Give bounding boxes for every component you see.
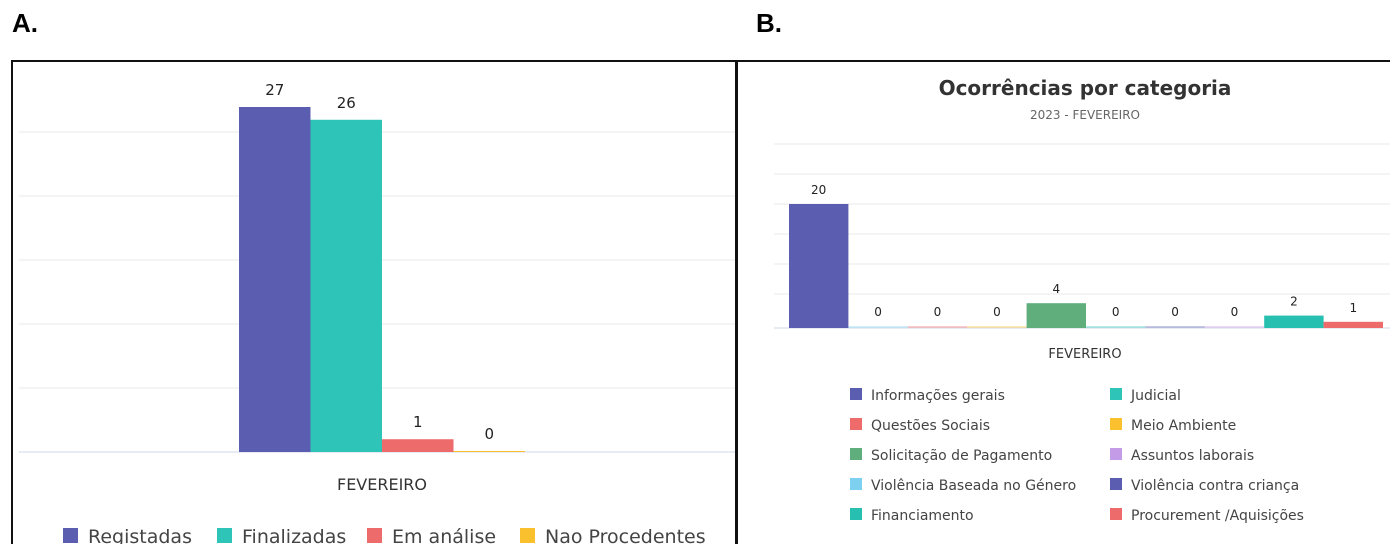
bar-b-4 [1026,303,1086,328]
legend-label-b-1: Judicial [1130,388,1181,404]
bar-registadas [239,107,311,452]
legend-swatch-a-1 [217,528,232,543]
legend-swatch-b-0 [850,388,862,400]
bar-b-5 [1086,326,1146,328]
legend-label-a-3: Nao Procedentes [545,526,706,544]
legend-swatch-b-1 [1110,388,1122,400]
chart-b-subtitle: 2023 - FEVEREIRO [1030,108,1140,122]
bar-b-7 [1204,326,1265,328]
legend-label-a-2: Em análise [392,526,496,544]
legend-swatch-b-9 [1110,508,1122,520]
bar-b-0 [789,204,849,328]
legend-label-b-6: Violência Baseada no Género [871,478,1076,494]
bar-b-6 [1145,326,1205,328]
legend-swatch-b-8 [850,508,862,520]
bar-b-8 [1264,315,1324,328]
bar-b-9 [1323,321,1383,328]
data-label-b-3: 0 [993,305,1001,319]
legend-swatch-b-2 [850,418,862,430]
legend-label-b-7: Violência contra criança [1131,478,1299,494]
legend-label-b-3: Meio Ambiente [1131,418,1236,434]
data-label-b-0: 20 [811,183,826,197]
category-label-a: FEVEREIRO [337,475,427,494]
legend-swatch-a-0 [63,528,78,543]
legend-swatch-b-6 [850,478,862,490]
bar-finalizadas [310,119,382,453]
legend-label-a-0: Registadas [88,526,192,544]
chart-a-frame: 27 26 1 0 FEVEREIRO Registadas Finalizadas Em a… [11,60,737,544]
bar-nao-procedentes [453,451,525,452]
bar-b-1 [848,326,908,328]
data-label-a-2: 1 [413,413,423,431]
legend-label-b-9: Procurement /Aquisições [1131,508,1304,524]
data-label-b-4: 4 [1052,282,1060,296]
data-label-b-1: 0 [874,305,882,319]
panel-b-label: B. [756,8,782,38]
data-label-b-2: 0 [934,305,942,319]
legend-label-b-5: Assuntos laborais [1131,448,1254,464]
data-label-b-5: 0 [1112,305,1120,319]
legend-swatch-a-2 [367,528,382,543]
bar-b-2 [907,326,968,328]
data-label-b-7: 0 [1231,305,1239,319]
legend-swatch-b-7 [1110,478,1122,490]
chart-b-frame: Ocorrências por categoria 2023 - FEVEREIR… [736,60,1390,544]
bar-b-3 [967,326,1027,328]
chart-b: Ocorrências por categoria 2023 - FEVEREIR… [774,76,1390,524]
data-label-a-0: 27 [265,81,284,99]
data-label-b-8: 2 [1290,295,1298,309]
data-label-a-3: 0 [484,425,494,443]
panel-a-label: A. [12,8,38,38]
legend-swatch-b-3 [1110,418,1122,430]
legend-swatch-a-3 [520,528,535,543]
legend-label-b-4: Solicitação de Pagamento [871,448,1052,464]
data-label-b-9: 1 [1349,301,1357,315]
legend-label-a-1: Finalizadas [242,526,346,544]
legend-swatch-b-5 [1110,448,1122,460]
legend-label-b-2: Questões Sociais [871,418,990,434]
legend-swatch-b-4 [850,448,862,460]
chart-b-title: Ocorrências por categoria [939,76,1232,100]
data-label-b-6: 0 [1171,305,1179,319]
category-label-b: FEVEREIRO [1048,347,1121,362]
data-label-a-1: 26 [337,94,356,112]
legend-label-b-8: Financiamento [871,508,974,524]
chart-a: 27 26 1 0 FEVEREIRO Registadas Finalizadas Em a… [19,81,735,544]
bar-em-análise [382,439,454,452]
legend-label-b-0: Informações gerais [871,388,1005,404]
